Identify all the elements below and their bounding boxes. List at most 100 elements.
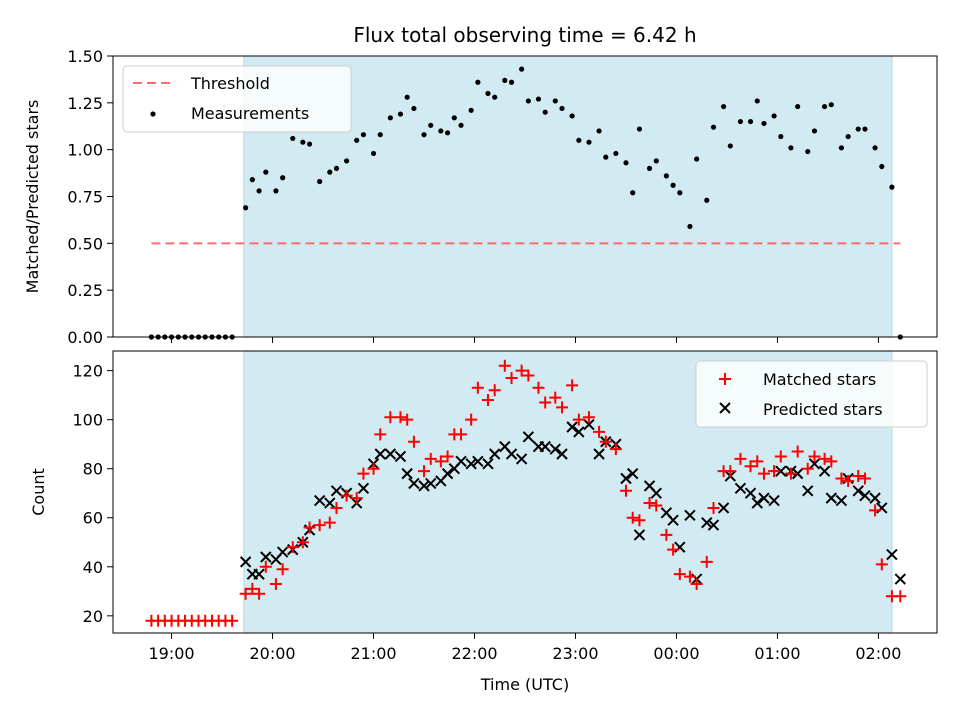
measurement-point xyxy=(377,132,383,138)
measurement-point xyxy=(636,126,643,132)
measurement-point xyxy=(327,169,333,175)
matched-star-point xyxy=(852,470,865,483)
measurement-point xyxy=(468,107,474,113)
predicted-star-point xyxy=(744,487,757,499)
matched-star-point xyxy=(340,489,353,502)
predicted-star-point xyxy=(539,440,551,453)
predicted-star-point xyxy=(808,458,821,470)
matched-star-point xyxy=(357,467,370,480)
measurement-point xyxy=(704,197,710,203)
matched-star-point xyxy=(660,528,673,541)
matched-star-point xyxy=(643,497,656,510)
matched-star-point xyxy=(434,455,447,468)
predicted-star-point xyxy=(472,455,484,468)
measurement-point xyxy=(747,118,754,125)
x-tick-label: 01:00 xyxy=(754,644,800,663)
predicted-star-point xyxy=(330,485,343,497)
predicted-star-point xyxy=(505,448,518,460)
matched-star-point xyxy=(556,401,569,414)
measurement-point xyxy=(249,177,255,183)
matched-star-point xyxy=(330,501,343,514)
bottom-panel: 20 40 60 80 100 120 19:00 20:00 21:00 22:00 23:00 0… xyxy=(29,350,938,694)
predicted-star-point xyxy=(751,497,763,509)
legend-measurement-swatch xyxy=(150,111,156,117)
predicted-star-point xyxy=(701,516,713,529)
predicted-star-point xyxy=(835,494,848,507)
matched-star-point xyxy=(418,465,431,478)
measurement-point xyxy=(475,79,481,85)
matched-star-point xyxy=(394,411,407,424)
matched-star-point xyxy=(505,371,518,384)
predicted-star-point xyxy=(515,453,528,465)
predicted-star-point xyxy=(667,514,679,526)
x-tick-label: 20:00 xyxy=(249,644,295,663)
matched-star-point xyxy=(259,560,272,573)
predicted-star-point xyxy=(633,529,646,541)
matched-star-point xyxy=(842,474,855,487)
y-tick-label: 20 xyxy=(83,607,103,626)
matched-star-point xyxy=(313,519,326,532)
matched-star-point xyxy=(768,465,781,478)
measurement-point xyxy=(370,150,377,157)
measurement-point xyxy=(458,122,464,128)
matched-star-point xyxy=(825,455,838,468)
measurement-point xyxy=(502,77,508,83)
predicted-star-point xyxy=(768,494,780,507)
measurement-point xyxy=(663,173,669,179)
predicted-star-point xyxy=(401,467,413,480)
measurement-point xyxy=(821,103,828,110)
matched-star-point xyxy=(246,582,259,595)
matched-star-point xyxy=(609,443,622,456)
matched-star-point xyxy=(239,587,252,600)
matched-star-point xyxy=(667,543,680,556)
predicted-star-point xyxy=(684,509,696,522)
predicted-star-point xyxy=(583,418,595,431)
measurement-point xyxy=(879,163,885,170)
measurement-point xyxy=(428,122,434,128)
predicted-star-point xyxy=(324,497,336,509)
matched-star-point xyxy=(858,472,871,485)
matched-star-point xyxy=(539,396,552,409)
matched-star-point xyxy=(350,492,363,505)
y-tick-label: 100 xyxy=(72,411,103,430)
matched-star-point xyxy=(875,558,888,571)
measurement-point xyxy=(306,141,313,147)
measurement-point xyxy=(559,105,565,112)
measurement-point xyxy=(828,102,834,108)
y-axis-label: Matched/Predicted stars xyxy=(23,100,42,294)
y-tick-label: 60 xyxy=(83,509,103,528)
x-tick-label: 23:00 xyxy=(552,644,598,663)
matched-star-point xyxy=(894,590,907,603)
y-tick-label: 40 xyxy=(83,558,103,577)
measurement-point xyxy=(263,169,269,175)
measurement-point xyxy=(535,96,542,102)
matched-star-point xyxy=(303,521,316,534)
top-plot-frame xyxy=(112,55,938,338)
predicted-star-point xyxy=(825,492,838,504)
matched-star-point xyxy=(744,460,757,473)
measurement-point xyxy=(569,113,575,119)
predicted-star-point xyxy=(627,467,639,480)
predicted-star-point xyxy=(566,421,578,433)
measurement-point xyxy=(542,109,548,115)
y-tick-label: 0.75 xyxy=(67,188,103,207)
measurement-point xyxy=(290,135,296,142)
predicted-star-point xyxy=(357,482,370,495)
predicted-star-point xyxy=(465,458,477,470)
matched-star-point xyxy=(401,413,414,426)
measurement-point xyxy=(451,115,457,121)
predicted-star-point xyxy=(869,492,881,504)
measurement-point xyxy=(677,190,683,196)
matched-star-point xyxy=(751,455,764,468)
legend-matched-label: Matched stars xyxy=(763,370,876,389)
matched-star-point xyxy=(599,435,612,448)
y-tick-label: 1.00 xyxy=(67,141,103,160)
y-axis-label: Count xyxy=(29,468,48,516)
measurement-point xyxy=(653,158,659,164)
measurement-point xyxy=(596,128,602,134)
matched-star-point xyxy=(869,504,882,517)
predicted-star-point xyxy=(818,465,831,477)
measurement-point xyxy=(872,145,878,151)
predicted-star-point xyxy=(253,568,265,580)
predicted-star-point xyxy=(482,458,494,470)
